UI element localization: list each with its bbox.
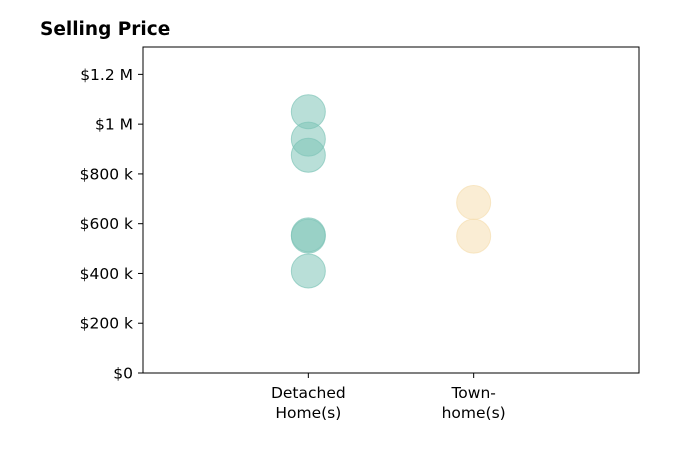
y-tick-label-6: $1.2 M <box>80 66 133 84</box>
x-tick-label-0-line-0: Detached <box>271 384 346 402</box>
data-point-1-1 <box>456 218 492 254</box>
y-tick-label-2: $400 k <box>80 265 133 283</box>
y-tick-label-3: $600 k <box>80 215 133 233</box>
y-tick-label-5: $1 M <box>95 116 133 134</box>
data-point-0-5 <box>290 253 326 289</box>
y-tick-label-0: $0 <box>113 365 133 383</box>
chart-title: Selling Price <box>40 19 170 40</box>
data-point-0-2 <box>290 137 326 173</box>
x-tick-label-1-line-0: Town- <box>450 384 495 402</box>
x-tick-label-1-line-1: home(s) <box>442 404 506 422</box>
y-tick-label-1: $200 k <box>80 315 133 333</box>
plot-frame <box>142 46 640 374</box>
x-axis: Detached Home(s) Town-home(s) <box>271 373 506 422</box>
x-tick-label-0-line-1: Home(s) <box>275 404 341 422</box>
y-tick-label-4: $800 k <box>80 165 133 183</box>
data-point-1-0 <box>456 185 492 221</box>
data-point-0-4 <box>290 218 326 254</box>
data-points <box>290 94 492 289</box>
y-axis: $0 $200 k $400 k $600 k $800 k $1 M $1.2 M <box>80 66 143 383</box>
